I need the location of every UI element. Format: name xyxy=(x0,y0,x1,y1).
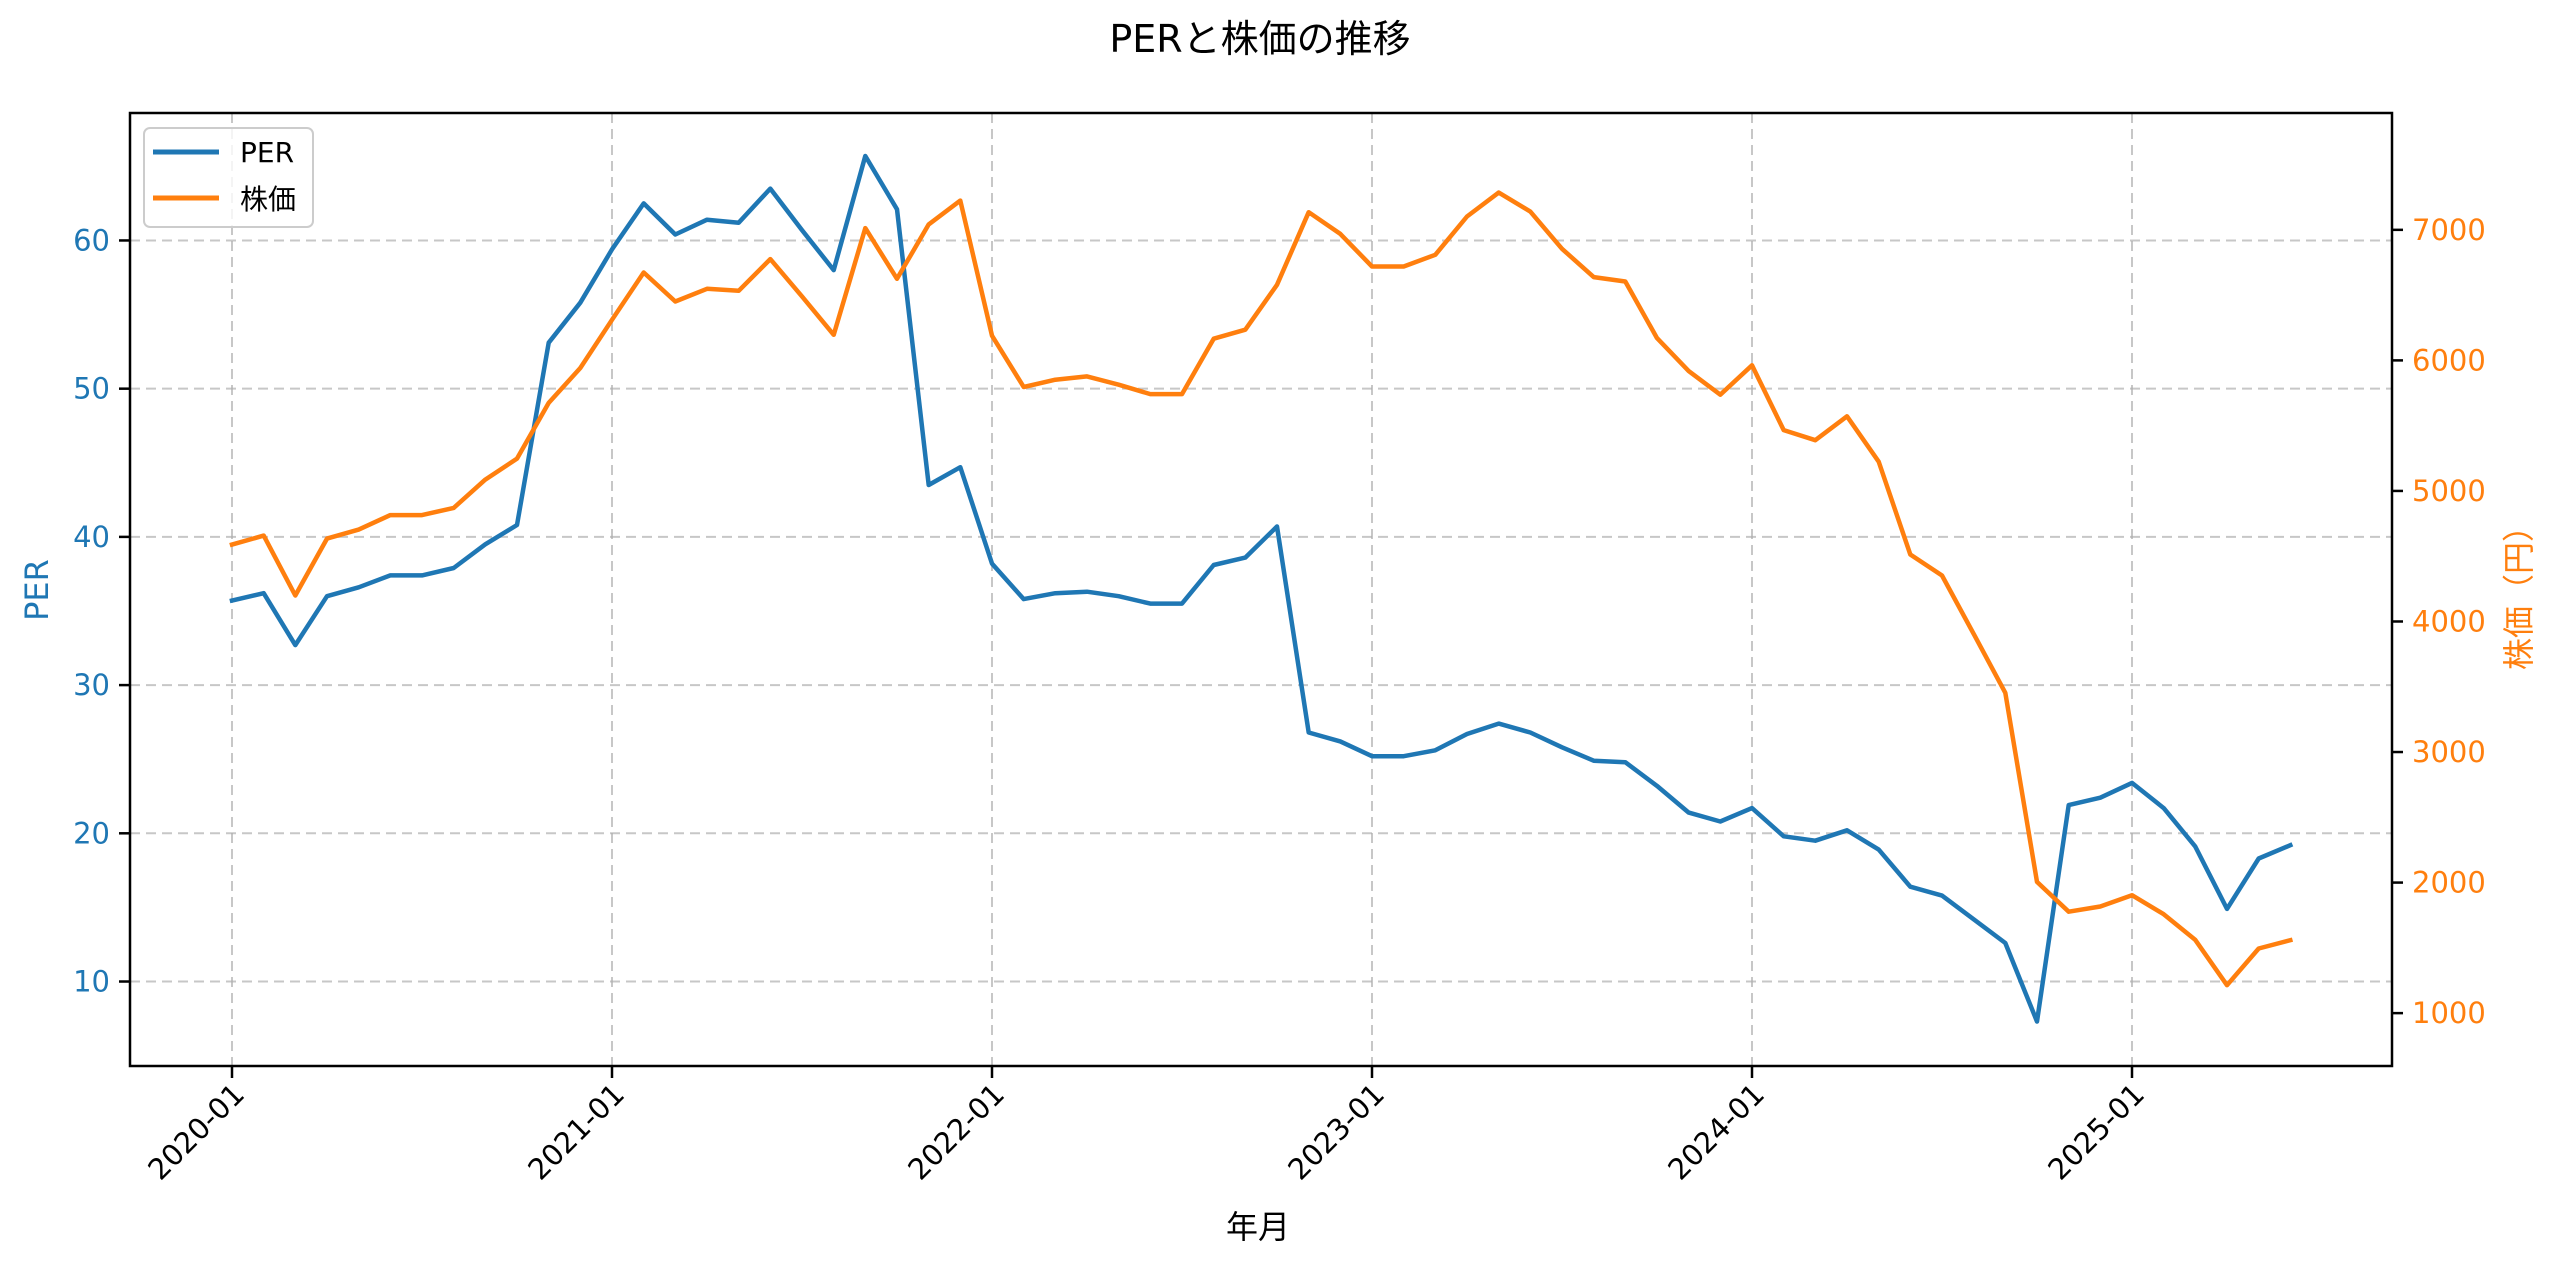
left-tick-label: 20 xyxy=(73,816,110,850)
x-axis-label: 年月 xyxy=(1226,1208,1290,1246)
right-y-axis: 1000 2000 3000 4000 5000 6000 7000 xyxy=(2392,213,2486,1030)
per-line xyxy=(229,153,2294,1024)
left-tick-label: 10 xyxy=(73,965,110,999)
legend-label-per: PER xyxy=(240,136,294,169)
right-tick-label: 4000 xyxy=(2412,604,2486,638)
x-tick-label: 2021-01 xyxy=(521,1077,631,1187)
x-tick-label: 2025-01 xyxy=(2041,1077,2151,1187)
left-tick-label: 30 xyxy=(73,668,110,702)
right-tick-label: 3000 xyxy=(2412,735,2486,769)
x-tick-label: 2023-01 xyxy=(1281,1077,1391,1187)
chart-title: PERと株価の推移 xyxy=(1109,17,1410,61)
x-tick-label: 2020-01 xyxy=(141,1077,251,1187)
left-tick-label: 60 xyxy=(73,223,110,257)
right-tick-label: 1000 xyxy=(2412,996,2486,1030)
x-axis: 2020-01 2021-01 2022-01 2023-01 2024-01 2025-… xyxy=(141,1066,2151,1187)
right-tick-label: 6000 xyxy=(2412,343,2486,377)
right-tick-label: 5000 xyxy=(2412,474,2486,508)
x-tick-label: 2024-01 xyxy=(1661,1077,1771,1187)
legend-label-price: 株価 xyxy=(240,183,296,216)
right-y-axis-label: 株価（円） xyxy=(2500,510,2538,670)
price-line xyxy=(229,190,2294,988)
right-tick-label: 7000 xyxy=(2412,213,2486,247)
left-y-axis: 10 20 30 40 50 60 xyxy=(73,223,130,999)
x-tick-label: 2022-01 xyxy=(901,1077,1011,1187)
right-tick-label: 2000 xyxy=(2412,866,2486,900)
left-tick-label: 40 xyxy=(73,520,110,554)
plot-area-frame xyxy=(128,111,2394,1068)
series-lines xyxy=(229,153,2294,1024)
left-tick-label: 50 xyxy=(73,372,110,406)
left-y-axis-label: PER xyxy=(18,559,56,621)
gridlines xyxy=(130,113,2392,1066)
legend: PER 株価 xyxy=(143,127,314,228)
